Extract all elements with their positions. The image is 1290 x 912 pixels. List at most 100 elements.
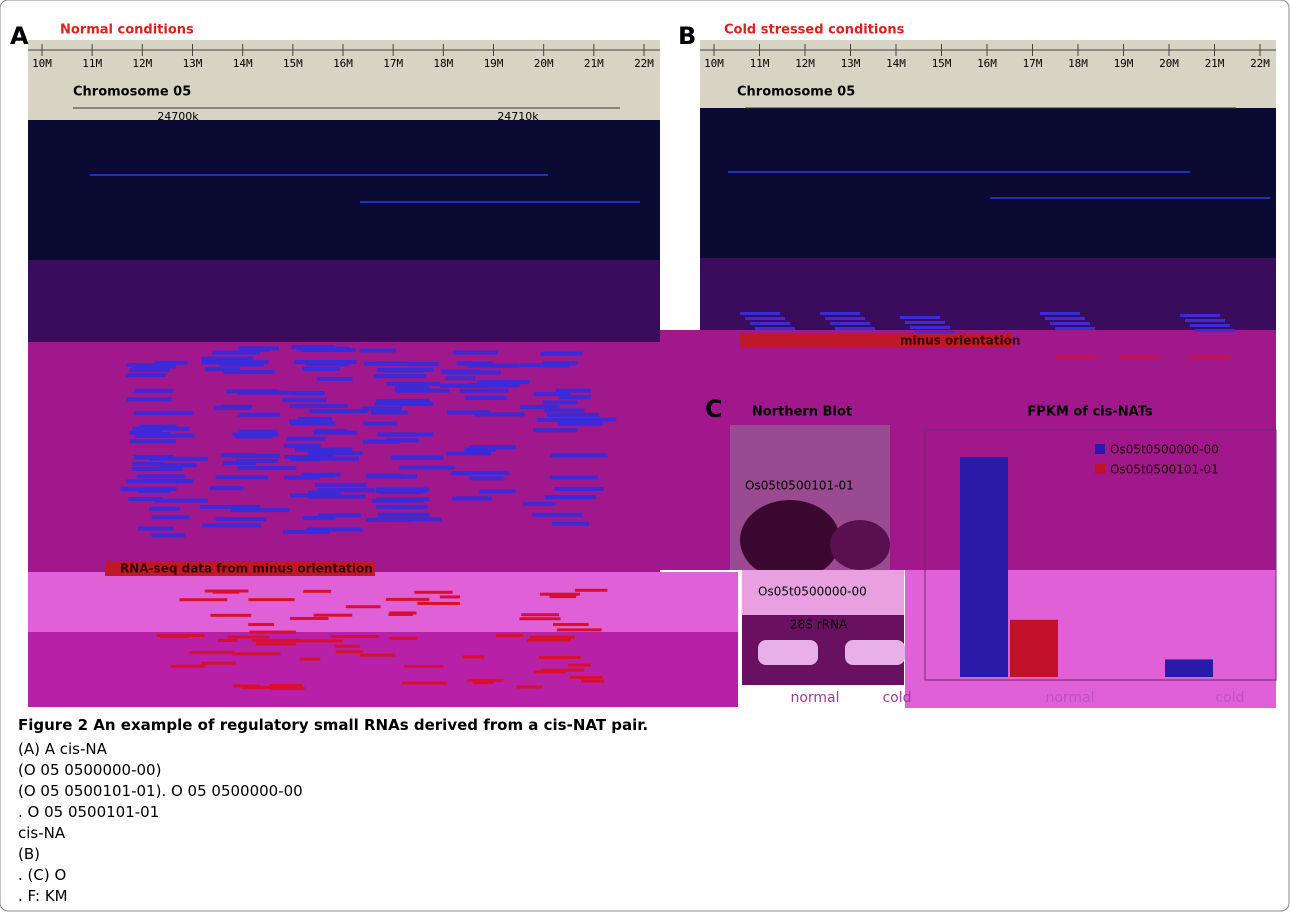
read-bar — [530, 636, 575, 639]
legend-label: Os05t0500000-00 — [1110, 443, 1219, 457]
read-bar — [496, 634, 523, 637]
caption-title: Figure 2 An example of regulatory small … — [18, 716, 648, 734]
read-bar — [417, 602, 460, 605]
ruler-label: 15M — [932, 57, 952, 70]
read-bar — [252, 639, 302, 642]
read-bar — [130, 439, 176, 443]
read-bar — [740, 312, 780, 315]
read-bar — [233, 432, 278, 436]
read-bar — [373, 374, 426, 378]
ruler-label: 21M — [1205, 57, 1225, 70]
legend-label: Os05t0500101-01 — [1110, 463, 1219, 477]
read-bar — [414, 591, 452, 594]
read-bar — [400, 466, 455, 470]
ruler-label: 18M — [433, 57, 453, 70]
track-label: minus orientation — [900, 334, 1020, 348]
read-bar — [523, 502, 555, 506]
read-bar — [200, 505, 260, 509]
read-bar — [346, 605, 381, 608]
read-bar — [445, 376, 475, 380]
read-bar — [314, 614, 353, 617]
read-bar — [134, 389, 173, 393]
read-bar — [301, 474, 334, 478]
read-bar — [298, 417, 332, 421]
read-bar — [215, 517, 266, 521]
x-tick-label: cold — [1215, 690, 1244, 706]
read-bar — [446, 451, 491, 455]
read-bar — [541, 669, 584, 672]
track-band — [28, 260, 660, 342]
read-bar — [302, 348, 356, 352]
read-bar — [386, 382, 440, 386]
read-bar — [366, 475, 417, 479]
bar — [1165, 659, 1213, 677]
read-bar — [134, 411, 193, 415]
read-bar — [575, 589, 608, 592]
read-bar — [550, 475, 598, 479]
read-bar — [205, 367, 240, 371]
read-bar — [1120, 355, 1160, 358]
read-bar — [307, 528, 363, 532]
bar — [1010, 620, 1058, 677]
panel-label: A — [10, 22, 29, 50]
read-bar — [284, 444, 321, 448]
read-bar — [521, 613, 559, 616]
read-bar — [543, 400, 578, 404]
read-bar — [381, 490, 422, 494]
read-bar — [285, 455, 334, 459]
read-bar — [386, 438, 419, 442]
read-bar — [835, 327, 875, 330]
ruler-label: 10M — [32, 57, 52, 70]
read-bar — [395, 386, 429, 390]
ruler-label: 22M — [1250, 57, 1270, 70]
read-bar — [905, 321, 945, 324]
track-band — [28, 572, 738, 632]
read-bar — [378, 513, 430, 517]
read-bar — [745, 317, 785, 320]
read-bar — [138, 527, 174, 531]
read-bar — [296, 639, 343, 642]
read-bar — [214, 406, 249, 410]
rrna-band — [758, 640, 818, 665]
read-bar — [170, 665, 205, 668]
read-bar — [152, 515, 190, 519]
ruler-label: 16M — [977, 57, 997, 70]
x-tick-label: normal — [1045, 690, 1094, 706]
blot-band — [740, 500, 840, 580]
read-bar — [189, 651, 234, 654]
read-bar — [315, 429, 348, 433]
read-bar — [517, 685, 542, 688]
read-bar — [256, 642, 296, 645]
caption-line: (O 05 0500101-01). O 05 0500000-00 — [18, 782, 303, 800]
read-bar — [910, 326, 950, 329]
chromosome-label: Chromosome 05 — [737, 85, 855, 100]
ruler-label: 11M — [750, 57, 770, 70]
read-bar — [223, 461, 257, 465]
ruler-label: 20M — [1159, 57, 1179, 70]
read-bar — [377, 497, 430, 501]
caption-line: . (C) O — [18, 866, 66, 884]
read-bar — [541, 352, 583, 356]
read-bar — [446, 370, 500, 374]
read-bar — [308, 491, 341, 495]
ruler-label: 21M — [584, 57, 604, 70]
read-bar — [290, 404, 348, 408]
read-bar — [305, 362, 348, 366]
read-bar — [533, 428, 578, 432]
read-bar — [238, 413, 280, 417]
ruler-label: 12M — [132, 57, 152, 70]
read-bar — [390, 637, 418, 640]
read-bar — [334, 645, 359, 648]
lane-label: cold — [882, 690, 911, 706]
read-bar — [468, 364, 520, 368]
read-bar — [159, 463, 196, 467]
caption-line: cis-NA — [18, 824, 65, 842]
read-bar — [557, 628, 602, 631]
read-bar — [1045, 317, 1085, 320]
track-band — [28, 632, 738, 707]
read-bar — [149, 507, 180, 511]
read-bar — [232, 454, 280, 458]
lane-label: normal — [790, 690, 839, 706]
read-bar — [539, 656, 581, 659]
read-bar — [440, 595, 460, 598]
